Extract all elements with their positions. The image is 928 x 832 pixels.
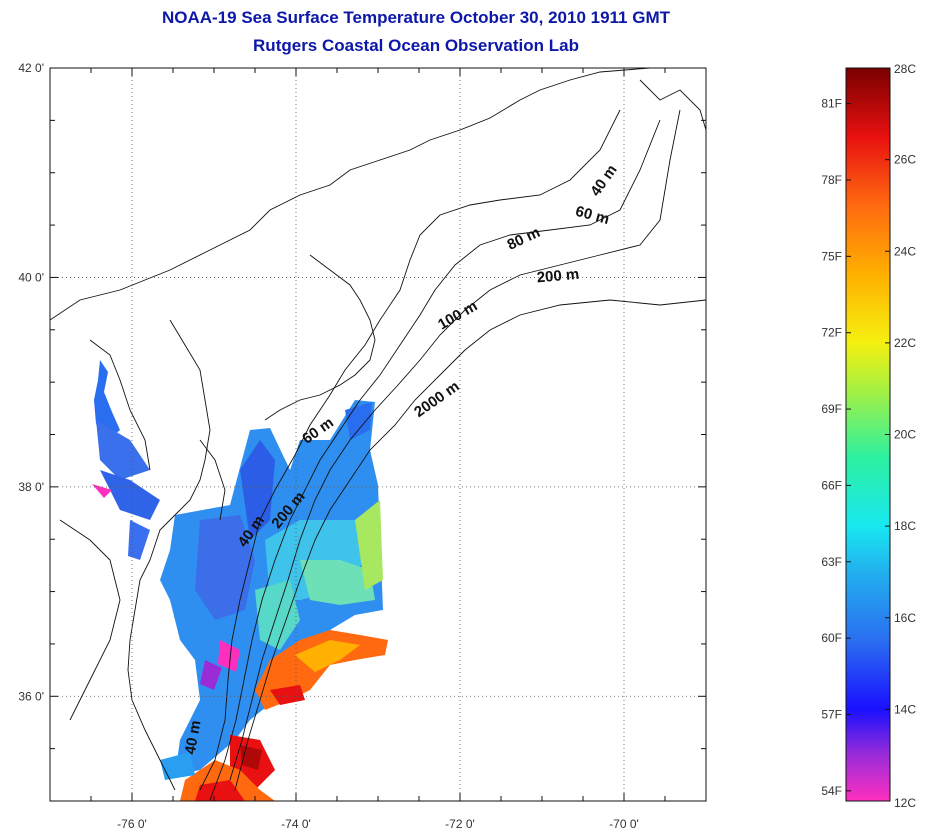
celsius-label: 18C: [894, 519, 916, 533]
lon-label: -70 0': [609, 817, 639, 831]
map-title: NOAA-19 Sea Surface Temperature October …: [161, 8, 671, 27]
temperature-colorbar: [845, 67, 891, 802]
lat-label: 42 0': [18, 61, 44, 75]
fahrenheit-label: 72F: [821, 326, 842, 340]
fahrenheit-label: 75F: [821, 249, 842, 263]
graticule: [50, 68, 706, 801]
map-subtitle: Rutgers Coastal Ocean Observation Lab: [253, 36, 579, 55]
fahrenheit-label: 69F: [821, 402, 842, 416]
isobath-label: 40 m: [182, 719, 205, 756]
axis-ticks: [49, 67, 707, 802]
celsius-label: 24C: [894, 244, 916, 258]
isobath-label: 40 m: [587, 162, 621, 200]
fahrenheit-label: 60F: [821, 631, 842, 645]
fahrenheit-label: 63F: [821, 555, 842, 569]
celsius-label: 20C: [894, 428, 916, 442]
lat-label: 38 0': [18, 480, 44, 494]
fahrenheit-label: 66F: [821, 478, 842, 492]
longitude-labels: -76 0' -74 0' -72 0' -70 0': [117, 817, 639, 831]
celsius-label: 22C: [894, 336, 916, 350]
colorbar-fahrenheit-labels: 81F 78F 75F 72F 69F 66F 63F 60F 57F 54F: [821, 97, 851, 798]
lon-label: -72 0': [445, 817, 475, 831]
lon-label: -74 0': [281, 817, 311, 831]
celsius-label: 14C: [894, 702, 916, 716]
celsius-label: 12C: [894, 796, 916, 810]
isobath-label: 2000 m: [411, 378, 462, 421]
fahrenheit-label: 81F: [821, 97, 842, 111]
isobath-label: 100 m: [435, 297, 480, 333]
celsius-label: 16C: [894, 611, 916, 625]
isobath-label: 80 m: [505, 224, 543, 254]
colorbar-celsius-labels: 28C 26C 24C 22C 20C 18C 16C 14C 12C: [885, 62, 916, 810]
lon-label: -76 0': [117, 817, 147, 831]
latitude-labels: 42 0' 40 0' 38 0' 36 0': [18, 61, 44, 703]
isobath-label: 60 m: [574, 203, 611, 228]
celsius-label: 28C: [894, 62, 916, 76]
fahrenheit-label: 78F: [821, 173, 842, 187]
sst-data-layer: [92, 360, 388, 801]
lat-label: 40 0': [18, 270, 44, 284]
lat-label: 36 0': [18, 689, 44, 703]
isobath-label: 200 m: [536, 266, 580, 287]
celsius-label: 26C: [894, 153, 916, 167]
fahrenheit-label: 57F: [821, 707, 842, 721]
fahrenheit-label: 54F: [821, 784, 842, 798]
coastline-and-isobaths: [50, 68, 706, 801]
